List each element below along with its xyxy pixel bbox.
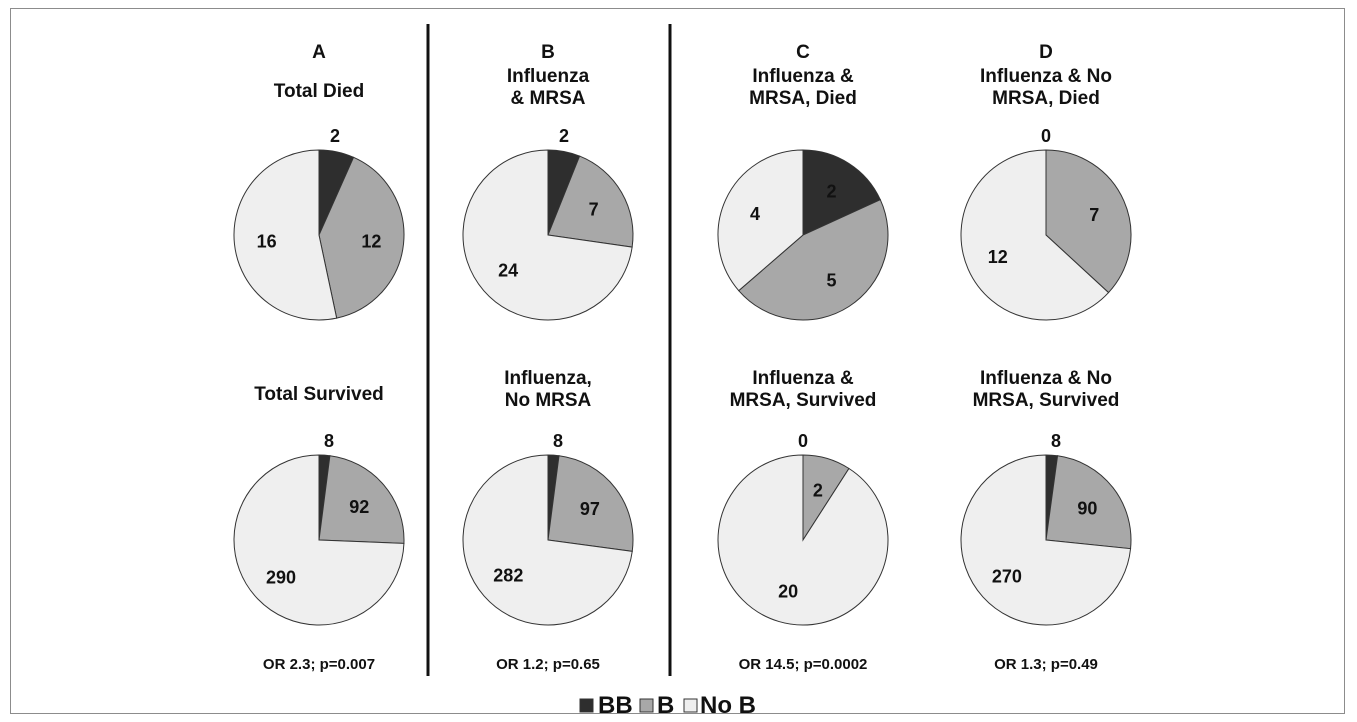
data-label: 2	[826, 182, 836, 202]
pie-slice-no-b	[960, 149, 1110, 321]
data-label: 2	[330, 126, 340, 146]
column-letter: C	[796, 42, 810, 63]
pie-slice-no-b	[462, 454, 633, 626]
pie-title: MRSA, Died	[749, 88, 857, 109]
column-letter: A	[312, 42, 326, 63]
pie-slice-b	[318, 455, 405, 544]
data-label: 24	[498, 261, 518, 281]
legend-label: B	[657, 692, 674, 719]
legend-label: BB	[598, 692, 633, 719]
pie-chart: Influenza &MRSA, Survived 0 2 20	[717, 368, 889, 626]
odds-ratio-text: OR 14.5; p=0.0002	[739, 656, 868, 673]
pie-slice-b	[547, 155, 634, 248]
pie-title: No MRSA	[505, 390, 592, 411]
data-label: 4	[750, 204, 760, 224]
data-label: 90	[1077, 498, 1097, 518]
pie-slice-no-b	[717, 454, 889, 626]
data-label: 12	[361, 232, 381, 252]
data-label: 7	[1089, 205, 1099, 225]
pie-slice-no-b	[717, 149, 804, 292]
pie-slice-b	[547, 455, 634, 552]
data-label: 97	[580, 499, 600, 519]
data-label: 5	[826, 270, 836, 290]
column-letter: D	[1039, 42, 1053, 63]
data-label: 282	[493, 566, 523, 586]
data-label: 270	[992, 566, 1022, 586]
data-label: 0	[1041, 126, 1051, 146]
pie-title: MRSA, Survived	[973, 390, 1120, 411]
pie-slice-no-b	[960, 454, 1132, 626]
pie-title: Total Survived	[254, 384, 384, 405]
pie-title: & MRSA	[511, 88, 586, 109]
pie-slice-b	[1045, 455, 1132, 550]
data-label: 8	[1051, 431, 1061, 451]
column-letter: B	[541, 42, 555, 63]
pie-title: MRSA, Survived	[730, 390, 877, 411]
data-label: 0	[798, 431, 808, 451]
odds-ratio-text: OR 1.2; p=0.65	[496, 656, 600, 673]
pie-title: Total Died	[274, 81, 364, 102]
pie-slice-no-b	[233, 149, 338, 321]
pie-chart: Total Survived 8 92 290	[233, 384, 405, 626]
legend: BB B No B	[579, 692, 756, 719]
pie-title: Influenza &	[752, 368, 854, 389]
data-label: 20	[778, 582, 798, 602]
pie-title: Influenza & No	[980, 66, 1112, 87]
pie-slice-b	[738, 199, 889, 321]
legend-label: No B	[700, 692, 756, 719]
pie-title: Influenza,	[504, 368, 592, 389]
data-label: 2	[559, 126, 569, 146]
pie-title: Influenza &	[752, 66, 854, 87]
data-label: 8	[324, 431, 334, 451]
legend-swatch	[579, 698, 594, 713]
pie-slice-b	[1045, 149, 1132, 294]
pie-slice-b	[318, 156, 405, 319]
pie-title: MRSA, Died	[992, 88, 1100, 109]
odds-ratio-text: OR 1.3; p=0.49	[994, 656, 1098, 673]
data-label: 7	[589, 200, 599, 220]
odds-ratio-text: OR 2.3; p=0.007	[263, 656, 375, 673]
data-label: 16	[257, 232, 277, 252]
legend-swatch	[639, 698, 654, 713]
data-label: 8	[553, 431, 563, 451]
pie-title: Influenza	[507, 66, 590, 87]
data-label: 290	[266, 568, 296, 588]
legend-swatch	[683, 698, 698, 713]
data-label: 12	[988, 247, 1008, 267]
pie-slice-no-b	[462, 149, 633, 321]
pie-slice-bb	[802, 149, 881, 236]
data-label: 92	[349, 497, 369, 517]
pie-chart: Influenza,No MRSA 8 97 282	[462, 368, 634, 626]
pie-chart: Influenza &MRSA, Died 2 5 4	[717, 66, 889, 321]
pie-chart: Total Died 2 12 16	[233, 81, 405, 321]
pie-slice-no-b	[233, 454, 405, 626]
pie-chart: Influenza& MRSA 2 7 24	[462, 66, 634, 321]
data-label: 2	[813, 480, 823, 500]
pie-title: Influenza & No	[980, 368, 1112, 389]
